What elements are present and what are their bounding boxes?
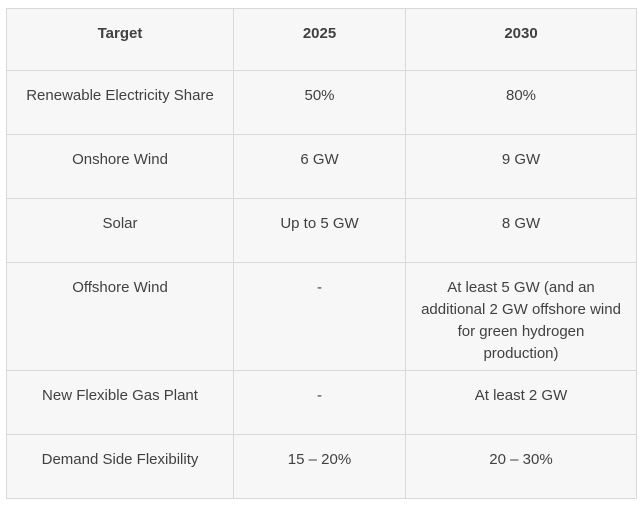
cell-target: Offshore Wind bbox=[6, 262, 234, 371]
cell-2025: 50% bbox=[233, 70, 406, 135]
table-row-new-flexible-gas-plant: New Flexible Gas Plant - At least 2 GW bbox=[6, 370, 637, 435]
cell-target: Solar bbox=[6, 198, 234, 263]
column-header-2025: 2025 bbox=[233, 8, 406, 71]
cell-2030: 80% bbox=[405, 70, 637, 135]
cell-target: Demand Side Flexibility bbox=[6, 434, 234, 499]
column-header-target: Target bbox=[6, 8, 234, 71]
cell-2030: At least 5 GW (and an additional 2 GW of… bbox=[405, 262, 637, 371]
cell-2025: 6 GW bbox=[233, 134, 406, 199]
table-row-demand-side-flexibility: Demand Side Flexibility 15 – 20% 20 – 30… bbox=[6, 434, 637, 499]
cell-2030: 9 GW bbox=[405, 134, 637, 199]
cell-target: New Flexible Gas Plant bbox=[6, 370, 234, 435]
table-row-offshore-wind: Offshore Wind - At least 5 GW (and an ad… bbox=[6, 262, 637, 371]
cell-2025: - bbox=[233, 370, 406, 435]
cell-2030: At least 2 GW bbox=[405, 370, 637, 435]
cell-2030: 8 GW bbox=[405, 198, 637, 263]
cell-2030: 20 – 30% bbox=[405, 434, 637, 499]
targets-table: Target 2025 2030 Renewable Electricity S… bbox=[6, 8, 637, 499]
cell-2025: Up to 5 GW bbox=[233, 198, 406, 263]
cell-2025: 15 – 20% bbox=[233, 434, 406, 499]
column-header-2030: 2030 bbox=[405, 8, 637, 71]
cell-target: Onshore Wind bbox=[6, 134, 234, 199]
table-row-onshore-wind: Onshore Wind 6 GW 9 GW bbox=[6, 134, 637, 199]
cell-2025: - bbox=[233, 262, 406, 371]
table-row-solar: Solar Up to 5 GW 8 GW bbox=[6, 198, 637, 263]
header-row: Target 2025 2030 bbox=[6, 8, 637, 71]
cell-target: Renewable Electricity Share bbox=[6, 70, 234, 135]
table-row-renewable-electricity-share: Renewable Electricity Share 50% 80% bbox=[6, 70, 637, 135]
